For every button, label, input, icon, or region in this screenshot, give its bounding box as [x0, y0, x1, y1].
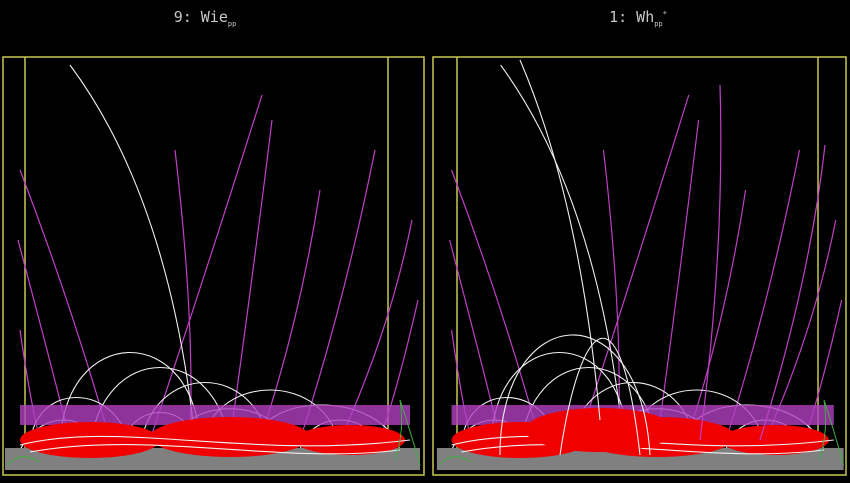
title-superscript: + [663, 9, 667, 17]
field-line [519, 59, 601, 421]
title-text: 9: Wie [174, 8, 228, 26]
title-subscript: pp [228, 20, 236, 28]
field-lines [4, 64, 421, 471]
field-loop [499, 334, 651, 456]
field-lines [436, 64, 845, 471]
title-subscript: pp [654, 20, 662, 28]
field-line [759, 144, 826, 441]
field-loop [559, 337, 641, 456]
panel-title: 1: Whpp+ [609, 8, 667, 28]
panel-frame [432, 56, 847, 476]
title-text: 1: Wh [609, 8, 654, 26]
field-line [699, 84, 722, 441]
panel-title: 9: Wiepp [174, 8, 237, 28]
panel-frame [2, 56, 425, 476]
